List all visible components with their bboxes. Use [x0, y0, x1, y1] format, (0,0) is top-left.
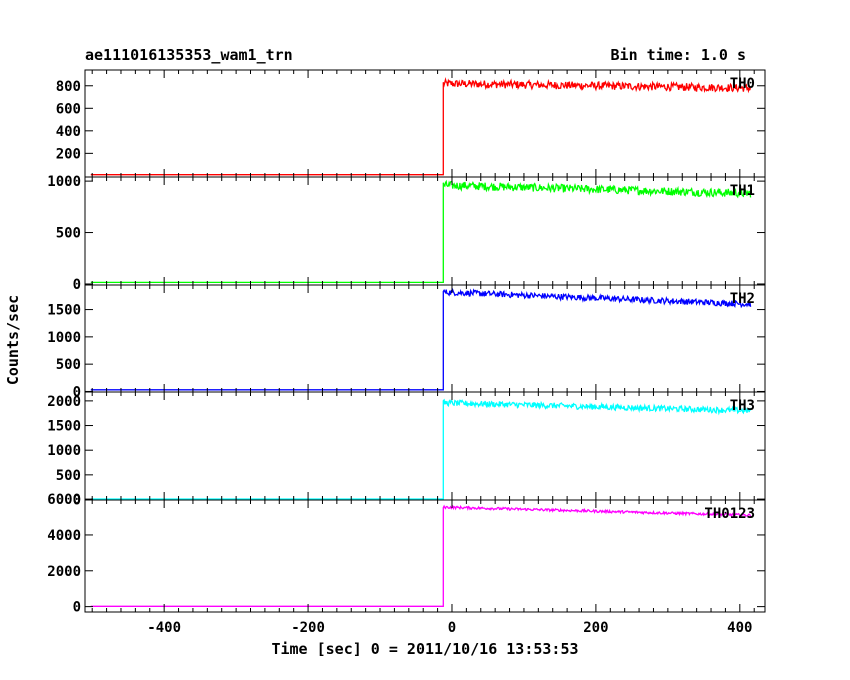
panel-th2: 0 500 1000 1500 TH2	[47, 284, 766, 400]
x-tick-label: -400	[147, 620, 181, 636]
y-tick-label: 0	[73, 600, 81, 616]
x-tick-label: 200	[583, 620, 608, 636]
series-label-th3: TH3	[730, 398, 755, 414]
series-label-th0: TH0	[730, 76, 755, 92]
series-label-th0123: TH0123	[704, 506, 755, 522]
y-tick-label: 1000	[47, 443, 81, 459]
y-tick-label: 500	[56, 357, 81, 373]
y-tick-label: 0	[73, 493, 81, 509]
series-th3	[90, 398, 752, 500]
y-axis-label: Counts/sec	[4, 295, 22, 385]
y-tick-label: 1000	[47, 174, 81, 190]
y-tick-label: 1500	[47, 419, 81, 435]
plot-title: ae111016135353_wam1_trn	[85, 46, 293, 64]
y-tick-label: 500	[56, 468, 81, 484]
panel-th1: 0 500 1000 TH1	[47, 174, 766, 293]
x-tick-label: 400	[727, 620, 752, 636]
y-tick-label: 1000	[47, 330, 81, 346]
y-tick-label: 500	[56, 226, 81, 242]
series-th2	[90, 288, 752, 391]
y-tick-label: 200	[56, 146, 81, 162]
y-tick-label: 1500	[47, 303, 81, 319]
panel-frame	[84, 284, 766, 393]
y-tick-label: 4000	[47, 528, 81, 544]
y-tick-label: 2000	[47, 394, 81, 410]
series-th0123	[90, 504, 752, 607]
y-tick-label: 0	[73, 384, 81, 400]
bin-time-label: Bin time: 1.0 s	[611, 46, 746, 64]
panel-th3: 0 500 1000 1500 2000 TH3	[47, 391, 766, 509]
x-axis-label: Time [sec] 0 = 2011/10/16 13:53:53	[271, 640, 578, 658]
series-th1	[90, 179, 752, 284]
series-label-th1: TH1	[730, 183, 755, 199]
y-tick-label: 6000	[47, 492, 81, 508]
y-tick-label: 400	[56, 124, 81, 140]
x-tick-label: -200	[291, 620, 325, 636]
panel-th0123: 0 2000 4000 6000 TH0123	[47, 492, 766, 616]
y-tick-label: 2000	[47, 564, 81, 580]
series-label-th2: TH2	[730, 291, 755, 307]
panel-th0: 200 400 600 800 TH0	[56, 69, 766, 178]
y-tick-label: 0	[73, 277, 81, 293]
x-tick-label: 0	[448, 620, 456, 636]
y-tick-label: 800	[56, 79, 81, 95]
panels-group: 200 400 600 800 TH0 0 500 1000 TH1 0 500 1000 1500 TH…	[47, 69, 766, 636]
panel-frame	[84, 499, 766, 613]
series-th0	[90, 77, 752, 176]
y-tick-label: 600	[56, 101, 81, 117]
